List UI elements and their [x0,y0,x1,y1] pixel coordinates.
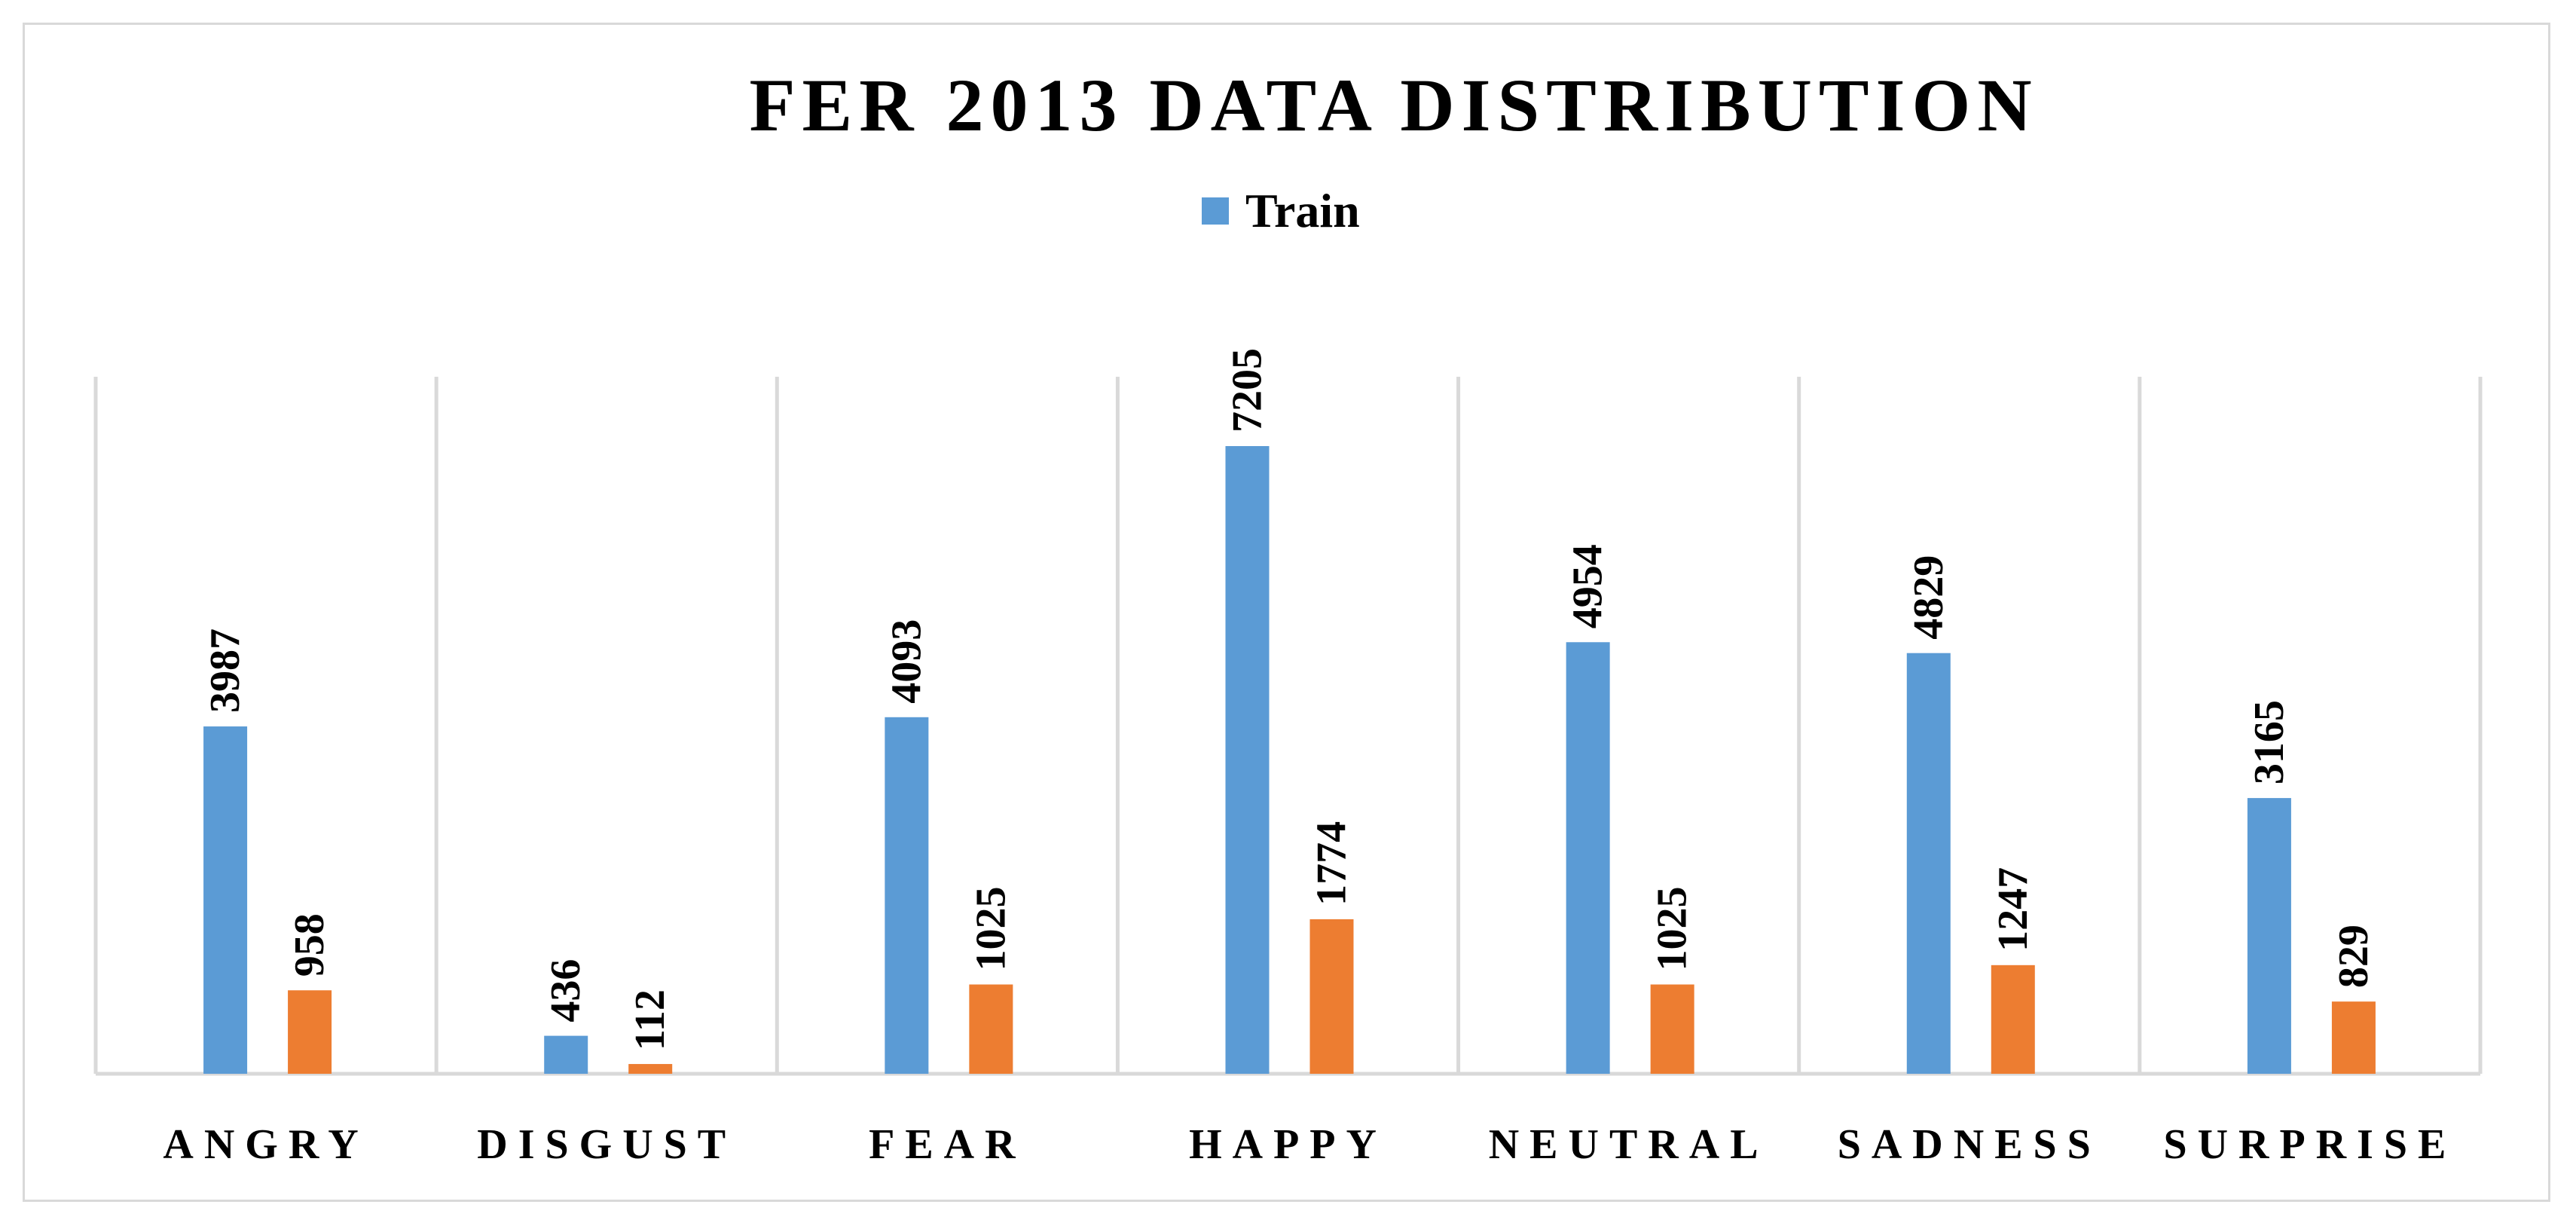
x-tick-label-sadness: SADNESS [1838,1121,2101,1168]
legend: Train [1202,181,1360,241]
data-label-test-neutral: 1025 [1649,886,1696,971]
x-tick-label-surprise: SURPRISE [2163,1121,2456,1168]
data-label-train-disgust: 436 [542,959,589,1023]
x-tick-label-angry: ANGRY [163,1121,368,1168]
category-separators [93,377,2483,1074]
category-group-surprise: 3165 829 SURPRISE [2163,700,2456,1168]
x-tick-label-disgust: DISGUST [477,1121,736,1168]
category-group-sadness: 4829 1247 SADNESS [1838,555,2101,1168]
data-label-test-disgust: 112 [627,989,674,1050]
data-label-train-surprise: 3165 [2246,700,2293,784]
data-label-train-neutral: 4954 [1565,544,1612,628]
bar-test-sadness [1991,965,2035,1074]
x-tick-label-neutral: NEUTRAL [1489,1121,1769,1168]
data-label-train-fear: 4093 [883,619,930,704]
bar-test-neutral [1650,984,1694,1074]
bar-train-sadness [1906,653,1951,1074]
bar-test-disgust [628,1064,673,1074]
category-group-neutral: 4954 1025 NEUTRAL [1489,544,1769,1168]
data-label-test-surprise: 829 [2330,925,2377,988]
bar-train-fear [885,717,929,1074]
data-label-train-happy: 7205 [1224,348,1271,433]
bar-test-happy [1309,919,1354,1074]
bar-test-fear [969,984,1013,1074]
data-label-test-happy: 1774 [1309,821,1355,906]
bar-test-surprise [2331,1001,2376,1074]
data-label-train-sadness: 4829 [1905,555,1952,640]
data-label-test-fear: 1025 [967,886,1014,971]
category-group-fear: 4093 1025 FEAR [869,619,1025,1168]
bar-test-angry [288,990,332,1074]
data-label-test-angry: 958 [286,913,333,977]
chart-frame [23,23,2550,1202]
category-group-angry: 3987 958 ANGRY [163,628,368,1168]
x-tick-label-fear: FEAR [869,1121,1025,1168]
bar-train-surprise [2247,798,2291,1074]
bar-train-happy [1225,446,1270,1074]
data-label-train-angry: 3987 [202,628,249,713]
category-group-disgust: 436 112 DISGUST [477,959,736,1168]
chart-title: FER 2013 DATA DISTRIBUTION [749,63,2039,147]
bar-train-neutral [1566,642,1610,1074]
data-label-test-sadness: 1247 [1990,867,2037,952]
legend-swatch-train [1202,197,1229,225]
legend-label-train: Train [1245,184,1360,237]
x-tick-label-happy: HAPPY [1189,1121,1387,1168]
category-group-happy: 7205 1774 HAPPY [1189,348,1387,1168]
bar-train-angry [203,726,248,1074]
bar-train-disgust [544,1035,588,1074]
